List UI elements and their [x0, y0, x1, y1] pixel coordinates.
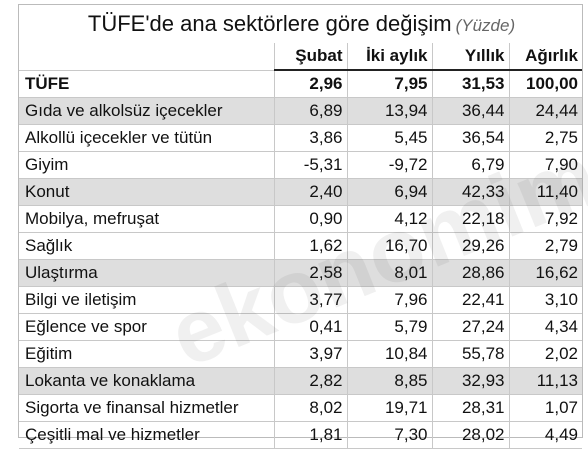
row-label: Giyim — [19, 151, 274, 179]
row-label: Lokanta ve konaklama — [19, 367, 274, 395]
table-row: Sağlık 1,62 16,70 29,26 2,79 — [19, 232, 582, 260]
cell-value: 2,79 — [508, 232, 582, 260]
cell-value: 2,02 — [508, 340, 582, 368]
cell-value: 100,00 — [508, 70, 582, 98]
cell-value: 7,96 — [346, 286, 432, 314]
cell-value: 36,44 — [431, 97, 509, 125]
cell-value: 8,02 — [273, 394, 347, 422]
table-row: Mobilya, mefruşat 0,90 4,12 22,18 7,92 — [19, 205, 582, 233]
cell-value: 42,33 — [431, 178, 509, 206]
column-header: Yıllık — [431, 43, 509, 71]
cell-value: 10,84 — [346, 340, 432, 368]
row-label: Çeşitli mal ve hizmetler — [19, 421, 274, 449]
cell-value: 6,89 — [273, 97, 347, 125]
column-header: Şubat — [273, 43, 347, 71]
row-label: Konut — [19, 178, 274, 206]
table-row: Giyim -5,31 -9,72 6,79 7,90 — [19, 151, 582, 179]
title: TÜFE'de ana sektörlere göre değişim — [87, 11, 452, 36]
cell-value: 8,01 — [346, 259, 432, 287]
column-header: İki aylık — [346, 43, 432, 71]
table-row: Eğitim 3,97 10,84 55,78 2,02 — [19, 340, 582, 368]
cell-value: 28,02 — [431, 421, 509, 449]
cell-value: 8,85 — [346, 367, 432, 395]
cell-value: 1,07 — [508, 394, 582, 422]
column-header: Ağırlık — [508, 43, 582, 71]
cell-value: 7,95 — [346, 70, 432, 98]
row-label: Sağlık — [19, 232, 274, 260]
row-label: Mobilya, mefruşat — [19, 205, 274, 233]
cell-value: 28,86 — [431, 259, 509, 287]
table-row: Alkollü içecekler ve tütün 3,86 5,45 36,54 2… — [19, 124, 582, 152]
row-label: Eğitim — [19, 340, 274, 368]
cell-value: 5,79 — [346, 313, 432, 341]
cell-value: 0,41 — [273, 313, 347, 341]
cell-value: 16,70 — [346, 232, 432, 260]
cell-value: 5,45 — [346, 124, 432, 152]
table-row: Bilgi ve iletişim 3,77 7,96 22,41 3,10 — [19, 286, 582, 314]
cell-value: 2,40 — [273, 178, 347, 206]
cell-value: 1,62 — [273, 232, 347, 260]
cell-value: 3,10 — [508, 286, 582, 314]
header-row: Şubat İki aylık Yıllık Ağırlık — [19, 43, 582, 71]
table-row: Ulaştırma 2,58 8,01 28,86 16,62 — [19, 259, 582, 287]
cell-value: 29,26 — [431, 232, 509, 260]
cell-value: 7,30 — [346, 421, 432, 449]
cell-value: 11,40 — [508, 178, 582, 206]
cell-value: 4,34 — [508, 313, 582, 341]
cell-value: 31,53 — [431, 70, 509, 98]
row-label: Alkollü içecekler ve tütün — [19, 124, 274, 152]
table-row: Gıda ve alkolsüz içecekler 6,89 13,94 36,44… — [19, 97, 582, 125]
cell-value: 4,12 — [346, 205, 432, 233]
cell-value: 3,97 — [273, 340, 347, 368]
cell-value: 4,49 — [508, 421, 582, 449]
cell-value: 2,96 — [273, 70, 347, 98]
header-blank — [19, 43, 274, 71]
cell-value: -9,72 — [346, 151, 432, 179]
cell-value: 22,41 — [431, 286, 509, 314]
row-label: Eğlence ve spor — [19, 313, 274, 341]
cell-value: 7,90 — [508, 151, 582, 179]
cell-value: 2,58 — [273, 259, 347, 287]
subtitle: (Yüzde) — [455, 16, 516, 35]
cell-value: 6,94 — [346, 178, 432, 206]
row-label: Ulaştırma — [19, 259, 274, 287]
cell-value: 55,78 — [431, 340, 509, 368]
table-row: Lokanta ve konaklama 2,82 8,85 32,93 11,13 — [19, 367, 582, 395]
cell-value: 0,90 — [273, 205, 347, 233]
cell-value: 7,92 — [508, 205, 582, 233]
cell-value: 3,77 — [273, 286, 347, 314]
table-row: Eğlence ve spor 0,41 5,79 27,24 4,34 — [19, 313, 582, 341]
cell-value: 16,62 — [508, 259, 582, 287]
table-row: TÜFE 2,96 7,95 31,53 100,00 — [19, 70, 582, 98]
table-body: TÜFE 2,96 7,95 31,53 100,00 Gıda ve alkolsüz … — [19, 70, 582, 449]
cell-value: 1,81 — [273, 421, 347, 449]
cell-value: 27,24 — [431, 313, 509, 341]
table-frame: TÜFE'de ana sektörlere göre değişim (Yüzd… — [18, 4, 588, 449]
cell-value: 2,82 — [273, 367, 347, 395]
cell-value: 13,94 — [346, 97, 432, 125]
title-bar: TÜFE'de ana sektörlere göre değişim (Yüzd… — [19, 11, 584, 37]
table-row: Konut 2,40 6,94 42,33 11,40 — [19, 178, 582, 206]
row-label: Sigorta ve finansal hizmetler — [19, 394, 274, 422]
cell-value: 36,54 — [431, 124, 509, 152]
cell-value: 6,79 — [431, 151, 509, 179]
table-row: Çeşitli mal ve hizmetler 1,81 7,30 28,02 4,4… — [19, 421, 582, 449]
cell-value: 19,71 — [346, 394, 432, 422]
table-row: Sigorta ve finansal hizmetler 8,02 19,71 28… — [19, 394, 582, 422]
row-label: Gıda ve alkolsüz içecekler — [19, 97, 274, 125]
cell-value: 2,75 — [508, 124, 582, 152]
row-label: Bilgi ve iletişim — [19, 286, 274, 314]
row-label: TÜFE — [19, 70, 274, 98]
cell-value: 32,93 — [431, 367, 509, 395]
cell-value: 28,31 — [431, 394, 509, 422]
cell-value: -5,31 — [273, 151, 347, 179]
cell-value: 11,13 — [508, 367, 582, 395]
cell-value: 24,44 — [508, 97, 582, 125]
cell-value: 22,18 — [431, 205, 509, 233]
data-table: Şubat İki aylık Yıllık Ağırlık TÜFE 2,96 7,95… — [19, 43, 582, 449]
cell-value: 3,86 — [273, 124, 347, 152]
